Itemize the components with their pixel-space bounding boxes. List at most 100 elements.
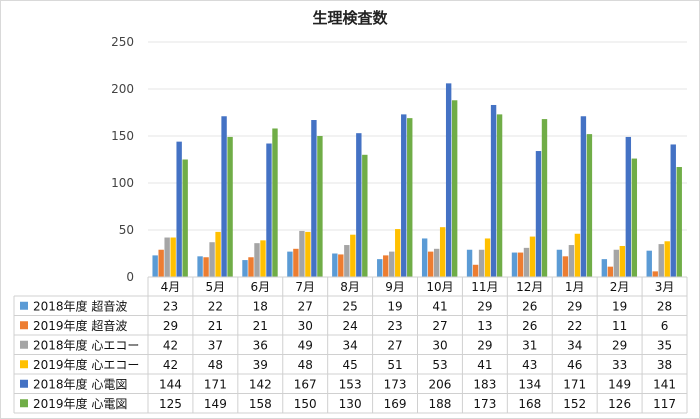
- bar: [311, 120, 317, 278]
- data-label: 34: [567, 338, 582, 352]
- bar: [407, 118, 413, 277]
- data-label: 30: [432, 338, 447, 352]
- legend-swatch: [20, 379, 28, 388]
- bar: [613, 249, 620, 277]
- bar: [562, 256, 569, 277]
- bar: [215, 231, 221, 277]
- data-label: 168: [518, 397, 541, 411]
- data-label: 24: [342, 319, 357, 333]
- data-label: 41: [477, 358, 492, 372]
- data-label: 48: [208, 358, 223, 372]
- data-label: 25: [342, 299, 357, 313]
- x-tick-label: 7月: [295, 280, 315, 294]
- data-label: 183: [473, 377, 496, 391]
- data-label: 42: [163, 338, 178, 352]
- bar: [529, 236, 536, 277]
- bar: [362, 154, 368, 277]
- data-table: 4月 5月 6月 7月 8月 9月 10月 11月 12月 1月 2月 3月 2018年度 超音波 23 2…: [13, 276, 688, 414]
- bar: [260, 240, 266, 277]
- bar: [478, 249, 485, 277]
- data-label: 27: [298, 299, 313, 313]
- bar: [625, 136, 632, 277]
- bar: [299, 230, 305, 277]
- y-tick-label: 200: [111, 82, 134, 96]
- data-label: 28: [657, 299, 672, 313]
- data-label: 46: [567, 358, 582, 372]
- data-label: 21: [208, 319, 223, 333]
- bar: [601, 259, 608, 277]
- bar: [439, 227, 446, 277]
- bar: [541, 119, 548, 277]
- chart-title: 生理検査数: [312, 9, 388, 27]
- data-label: 27: [432, 319, 447, 333]
- data-label: 150: [294, 397, 317, 411]
- y-axis-ticks: 0 50 100 150 200 250: [111, 35, 134, 284]
- bar: [523, 247, 530, 277]
- data-label: 34: [342, 338, 357, 352]
- bar: [646, 250, 652, 277]
- legend-label: 2019年度 心エコー: [33, 357, 139, 372]
- legend-label: 2019年度 超音波: [33, 318, 127, 333]
- data-label: 173: [473, 397, 496, 411]
- bar: [176, 141, 182, 277]
- bar: [472, 264, 479, 277]
- data-label: 48: [298, 358, 313, 372]
- data-label: 29: [612, 338, 627, 352]
- x-tick-label: 12月: [516, 280, 543, 294]
- data-label: 39: [253, 358, 268, 372]
- bar: [607, 266, 614, 277]
- bar: [203, 257, 209, 277]
- bar: [389, 251, 395, 277]
- bar: [658, 244, 664, 277]
- data-label: 171: [204, 377, 227, 391]
- bar: [496, 114, 503, 277]
- data-label: 188: [429, 397, 452, 411]
- data-label: 19: [612, 299, 627, 313]
- data-label: 141: [653, 377, 676, 391]
- data-label: 22: [208, 299, 223, 313]
- y-tick-label: 50: [119, 223, 134, 237]
- bar: [433, 248, 440, 277]
- legend-swatch: [20, 321, 28, 330]
- bar: [344, 245, 350, 277]
- bar: [401, 114, 407, 277]
- bar: [356, 133, 362, 277]
- data-label: 206: [429, 377, 452, 391]
- data-label: 45: [342, 358, 357, 372]
- bar: [164, 237, 170, 277]
- bar: [293, 248, 299, 277]
- data-label: 27: [387, 338, 402, 352]
- data-label: 42: [163, 358, 178, 372]
- legend-swatch: [20, 360, 28, 369]
- bar: [254, 243, 260, 277]
- bar: [445, 83, 452, 277]
- bar: [652, 271, 658, 277]
- bar: [266, 143, 272, 277]
- legend-swatch: [20, 399, 28, 408]
- bar: [466, 249, 473, 277]
- data-label: 11: [612, 319, 627, 333]
- bars: [152, 83, 682, 278]
- bar: [490, 104, 497, 277]
- bar: [197, 256, 203, 277]
- bar: [451, 100, 458, 277]
- data-label: 149: [204, 397, 227, 411]
- data-label: 29: [477, 338, 492, 352]
- data-label: 167: [294, 377, 317, 391]
- bar: [170, 237, 176, 277]
- x-tick-label: 3月: [655, 280, 675, 294]
- data-label: 41: [432, 299, 447, 313]
- data-label: 43: [522, 358, 537, 372]
- data-label: 126: [608, 397, 631, 411]
- data-label: 26: [522, 319, 537, 333]
- data-label: 13: [477, 319, 492, 333]
- bar: [556, 249, 563, 277]
- bar: [631, 158, 638, 277]
- data-label: 29: [567, 299, 582, 313]
- data-label: 149: [608, 377, 631, 391]
- bar: [580, 116, 587, 277]
- bar: [221, 116, 227, 277]
- legend-label: 2018年度 心電図: [33, 376, 127, 391]
- bar: [305, 231, 311, 277]
